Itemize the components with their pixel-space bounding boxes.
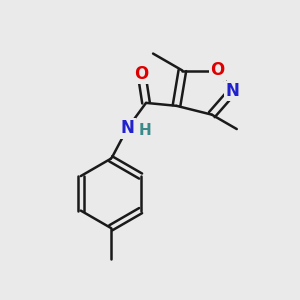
Text: O: O [134, 65, 149, 83]
Text: N: N [226, 82, 239, 100]
Text: O: O [211, 61, 225, 80]
Text: H: H [139, 123, 151, 138]
Text: N: N [121, 119, 134, 137]
